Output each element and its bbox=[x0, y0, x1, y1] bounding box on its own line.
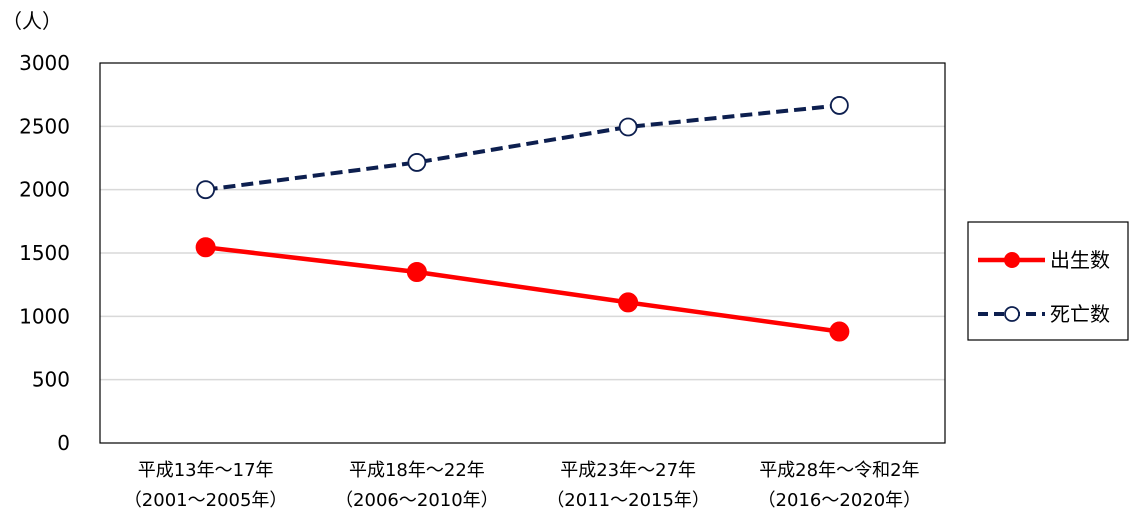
x-tick-label: （2006～2010年） bbox=[335, 490, 499, 511]
legend-swatch-marker bbox=[1004, 252, 1020, 268]
plot-area-frame bbox=[99, 62, 946, 444]
y-tick-label: 3000 bbox=[19, 51, 70, 75]
series-lines bbox=[195, 96, 850, 342]
series-2-line bbox=[205, 103, 840, 192]
x-tick-label: 平成13年～17年 bbox=[138, 460, 274, 481]
y-tick-label: 2500 bbox=[19, 114, 70, 138]
series-1-point bbox=[195, 237, 216, 258]
legend-label: 出生数 bbox=[1050, 248, 1110, 272]
gridlines bbox=[100, 125, 945, 381]
y-tick-label: 0 bbox=[57, 431, 70, 455]
series-1-point bbox=[406, 262, 427, 282]
series-2-point bbox=[829, 96, 849, 115]
y-axis-ticks: 0 500 1000 1500 2000 2500 3000 bbox=[19, 51, 70, 455]
x-tick-label: （2016～2020年） bbox=[758, 490, 922, 511]
x-tick-label: （2011～2015年） bbox=[546, 490, 710, 511]
series-2-point bbox=[618, 117, 638, 137]
series-1-line bbox=[205, 245, 840, 334]
x-tick-label: 平成28年～令和2年 bbox=[759, 460, 919, 481]
series-1-point bbox=[618, 292, 639, 313]
y-tick-label: 1000 bbox=[19, 304, 70, 328]
x-tick-label: （2001～2005年） bbox=[124, 490, 288, 511]
series-2-point bbox=[407, 153, 427, 172]
y-tick-label: 2000 bbox=[19, 178, 70, 202]
legend-label: 死亡数 bbox=[1050, 302, 1110, 326]
x-axis-ticks: 平成13年～17年 （2001～2005年） 平成18年～22年 （2006～2010… bbox=[124, 460, 921, 511]
legend-swatch-marker bbox=[1004, 306, 1020, 322]
x-tick-label: 平成18年～22年 bbox=[349, 460, 485, 481]
x-tick-label: 平成23年～27年 bbox=[560, 460, 696, 481]
y-tick-label: 1500 bbox=[19, 241, 70, 265]
series-1-point bbox=[829, 321, 850, 342]
y-tick-label: 500 bbox=[32, 368, 70, 392]
series-2-point bbox=[196, 180, 216, 200]
y-axis-unit-label: （人） bbox=[2, 9, 62, 33]
legend-box bbox=[967, 221, 1129, 341]
